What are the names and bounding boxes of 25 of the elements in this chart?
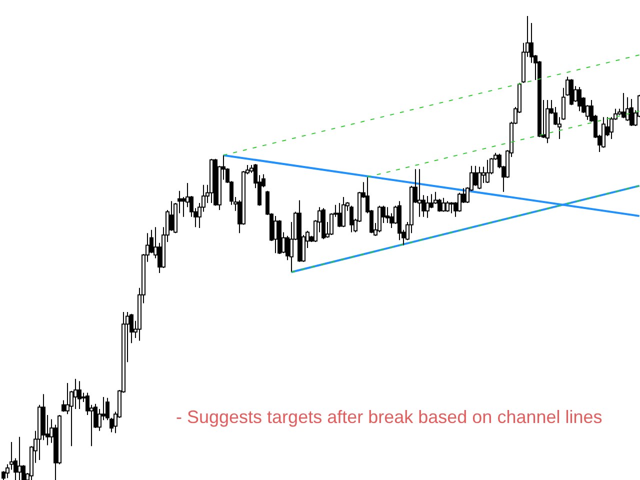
candlestick [18, 436, 22, 480]
candlestick [378, 205, 382, 233]
candlestick [578, 86, 582, 112]
candlestick [630, 98, 634, 126]
candlestick [626, 96, 630, 122]
candlestick [170, 200, 174, 232]
candlestick [274, 215, 278, 254]
candlestick [486, 159, 490, 184]
candlestick [62, 400, 66, 412]
candlestick [602, 116, 606, 148]
candlestick [450, 202, 454, 214]
candlestick [418, 168, 422, 218]
candlestick [182, 196, 186, 218]
annotation: - Suggests targets after break based on channel lines [176, 407, 602, 427]
candlestick [430, 194, 434, 209]
candlestick [338, 202, 342, 228]
candlestick [478, 166, 482, 190]
candlestick [426, 196, 430, 218]
candlestick [622, 92, 626, 119]
candlestick [78, 380, 82, 410]
candlestick [342, 196, 346, 228]
candlestick [442, 197, 446, 212]
candlestick [446, 200, 450, 212]
candlestick [350, 205, 354, 233]
candlestick [474, 165, 478, 186]
